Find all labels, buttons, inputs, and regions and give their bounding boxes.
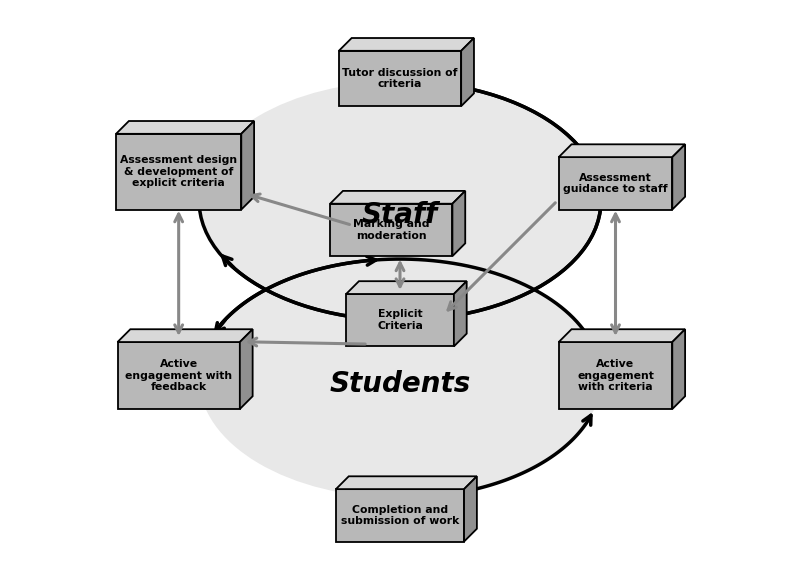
Polygon shape <box>346 281 466 294</box>
Polygon shape <box>242 121 254 209</box>
Text: Assessment design
& development of
explicit criteria: Assessment design & development of expli… <box>120 155 238 188</box>
Text: Marking and
moderation: Marking and moderation <box>353 219 430 240</box>
Polygon shape <box>461 38 474 106</box>
Ellipse shape <box>199 259 601 498</box>
Polygon shape <box>558 157 672 209</box>
Polygon shape <box>339 38 474 51</box>
Polygon shape <box>464 476 477 542</box>
Polygon shape <box>336 476 477 489</box>
Polygon shape <box>330 203 453 256</box>
Polygon shape <box>116 134 242 209</box>
Text: Tutor discussion of
criteria: Tutor discussion of criteria <box>342 68 458 89</box>
Polygon shape <box>336 489 464 542</box>
Polygon shape <box>558 329 685 342</box>
Text: Completion and
submission of work: Completion and submission of work <box>341 505 459 526</box>
Ellipse shape <box>199 81 601 320</box>
Polygon shape <box>558 144 685 157</box>
Polygon shape <box>118 342 240 409</box>
Polygon shape <box>672 329 685 409</box>
Text: Assessment
guidance to staff: Assessment guidance to staff <box>563 172 668 194</box>
Polygon shape <box>672 144 685 209</box>
Polygon shape <box>454 281 466 346</box>
Text: Students: Students <box>330 370 470 398</box>
Text: Explicit
Criteria: Explicit Criteria <box>377 309 423 331</box>
Polygon shape <box>346 294 454 346</box>
Polygon shape <box>116 121 254 134</box>
Text: Active
engagement with
feedback: Active engagement with feedback <box>125 359 232 392</box>
Polygon shape <box>330 191 466 203</box>
Polygon shape <box>118 329 253 342</box>
Text: Staff: Staff <box>362 201 438 229</box>
Polygon shape <box>240 329 253 409</box>
Polygon shape <box>558 342 672 409</box>
Polygon shape <box>453 191 466 256</box>
Polygon shape <box>339 51 461 106</box>
Text: Active
engagement
with criteria: Active engagement with criteria <box>577 359 654 392</box>
